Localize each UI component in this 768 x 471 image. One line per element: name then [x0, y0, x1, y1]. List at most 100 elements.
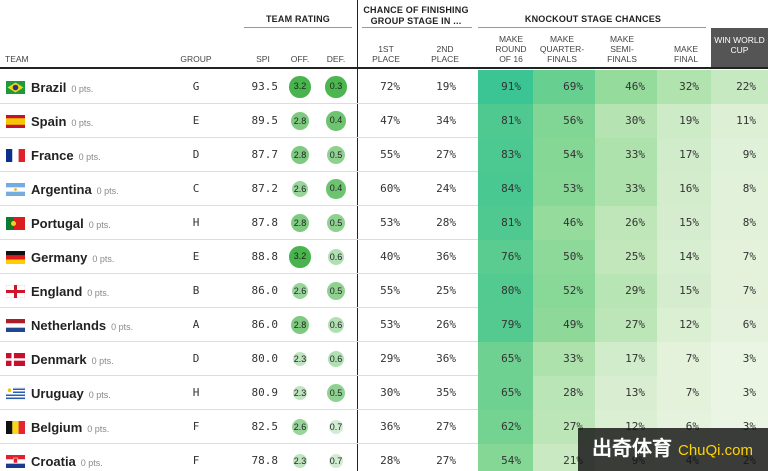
final-cell: 12% [657, 308, 711, 342]
rating-chance-separator [357, 0, 358, 471]
team-label: England [31, 284, 83, 299]
group-cell: D [192, 352, 200, 365]
second-col-header: 2ND PLACE [431, 44, 459, 64]
r16-cell: 65% [478, 376, 533, 410]
uruguay-flag [6, 387, 25, 400]
qf-cell: 50% [533, 240, 595, 274]
win-cell: 7% [711, 274, 768, 308]
win-cell: 8% [711, 206, 768, 240]
team-label: France [31, 148, 74, 163]
group-cell: H [192, 386, 200, 399]
off-rating-bubble: 2.6 [291, 180, 309, 198]
off-rating-bubble: 3.2 [289, 246, 311, 268]
group-col-header: GROUP [180, 54, 212, 64]
team-points: 0 pts. [88, 390, 111, 400]
sf-cell: 33% [595, 138, 657, 172]
r16-col-header: MAKE ROUND OF 16 [495, 34, 527, 64]
team-rating-underline [244, 27, 352, 28]
final-cell: 14% [657, 240, 711, 274]
spi-col-header: SPI [256, 54, 270, 64]
team-name: Netherlands 0 pts. [31, 318, 133, 333]
sf-cell: 26% [595, 206, 657, 240]
final-cell: 16% [657, 172, 711, 206]
team-name: Denmark 0 pts. [31, 352, 114, 367]
off-rating-bubble: 2.8 [290, 315, 310, 335]
r16-cell: 79% [478, 308, 533, 342]
table-row: Portugal 0 pts. H 87.8 2.8 0.5 53% 28% 81… [0, 206, 768, 240]
spi-cell: 89.5 [251, 114, 279, 127]
table-row: England 0 pts. B 86.0 2.6 0.5 55% 25% 80%… [0, 274, 768, 308]
group-cell: C [192, 182, 200, 195]
group-cell: A [192, 318, 200, 331]
second-place-cell: 27% [436, 148, 456, 161]
brazil-flag [6, 81, 25, 94]
final-cell: 19% [657, 104, 711, 138]
team-label: Argentina [31, 182, 92, 197]
final-cell: 17% [657, 138, 711, 172]
team-col-header: TEAM [5, 54, 29, 64]
spi-cell: 86.0 [251, 284, 279, 297]
spi-cell: 80.9 [251, 386, 279, 399]
team-name: England 0 pts. [31, 284, 109, 299]
first-col-header: 1ST PLACE [372, 44, 400, 64]
second-place-cell: 19% [436, 80, 456, 93]
team-rating-header: TEAM RATING [265, 14, 331, 24]
sf-col-header: MAKE SEMI-FINALS [607, 34, 637, 64]
final-cell: 15% [657, 206, 711, 240]
def-rating-bubble: 0.6 [327, 248, 345, 266]
def-rating-bubble: 0.3 [325, 76, 347, 98]
team-label: Uruguay [31, 386, 84, 401]
team-points: 0 pts. [80, 458, 103, 468]
team-label: Netherlands [31, 318, 107, 333]
spi-cell: 93.5 [251, 80, 279, 93]
win-col-header: WIN WORLD CUP [711, 28, 768, 68]
win-cell: 8% [711, 172, 768, 206]
team-name: France 0 pts. [31, 148, 101, 163]
team-name: Uruguay 0 pts. [31, 386, 111, 401]
chance-group-header: CHANCE OF FINISHING GROUP STAGE IN ... [363, 5, 469, 26]
def-rating-bubble: 0.4 [326, 111, 346, 131]
header-rule [0, 67, 768, 69]
r16-cell: 83% [478, 138, 533, 172]
group-cell: E [192, 114, 200, 127]
qf-col-header: MAKE QUARTER-FINALS [539, 34, 585, 64]
r16-cell: 65% [478, 342, 533, 376]
qf-cell: 49% [533, 308, 595, 342]
def-col-header: DEF. [326, 54, 346, 64]
final-cell: 7% [657, 342, 711, 376]
denmark-flag [6, 353, 25, 366]
second-place-cell: 28% [436, 216, 456, 229]
win-cell: 3% [711, 342, 768, 376]
second-place-cell: 36% [436, 250, 456, 263]
r16-cell: 81% [478, 104, 533, 138]
first-place-cell: 29% [380, 352, 400, 365]
group-cell: H [192, 216, 200, 229]
spi-cell: 78.8 [251, 454, 279, 467]
qf-cell: 33% [533, 342, 595, 376]
win-cell: 9% [711, 138, 768, 172]
netherlands-flag [6, 319, 25, 332]
spi-cell: 88.8 [251, 250, 279, 263]
croatia-flag [6, 455, 25, 468]
qf-cell: 69% [533, 70, 595, 104]
def-rating-bubble: 0.4 [326, 179, 346, 199]
win-cell: 3% [711, 376, 768, 410]
france-flag [6, 149, 25, 162]
sf-cell: 17% [595, 342, 657, 376]
second-place-cell: 27% [436, 454, 456, 467]
win-cell: 22% [711, 70, 768, 104]
def-rating-bubble: 0.6 [327, 316, 345, 334]
sf-cell: 13% [595, 376, 657, 410]
spi-cell: 80.0 [251, 352, 279, 365]
r16-cell: 76% [478, 240, 533, 274]
team-points: 0 pts. [71, 118, 94, 128]
chance-group-underline [362, 27, 472, 28]
qf-cell: 52% [533, 274, 595, 308]
table-row: France 0 pts. D 87.7 2.8 0.5 55% 27% 83% 5… [0, 138, 768, 172]
watermark: 出奇体育 ChuQi.com [578, 428, 768, 471]
table-row: Uruguay 0 pts. H 80.9 2.3 0.5 30% 35% 65%… [0, 376, 768, 410]
off-rating-bubble: 3.2 [289, 76, 311, 98]
final-cell: 32% [657, 70, 711, 104]
second-place-cell: 36% [436, 352, 456, 365]
group-cell: F [192, 420, 200, 433]
